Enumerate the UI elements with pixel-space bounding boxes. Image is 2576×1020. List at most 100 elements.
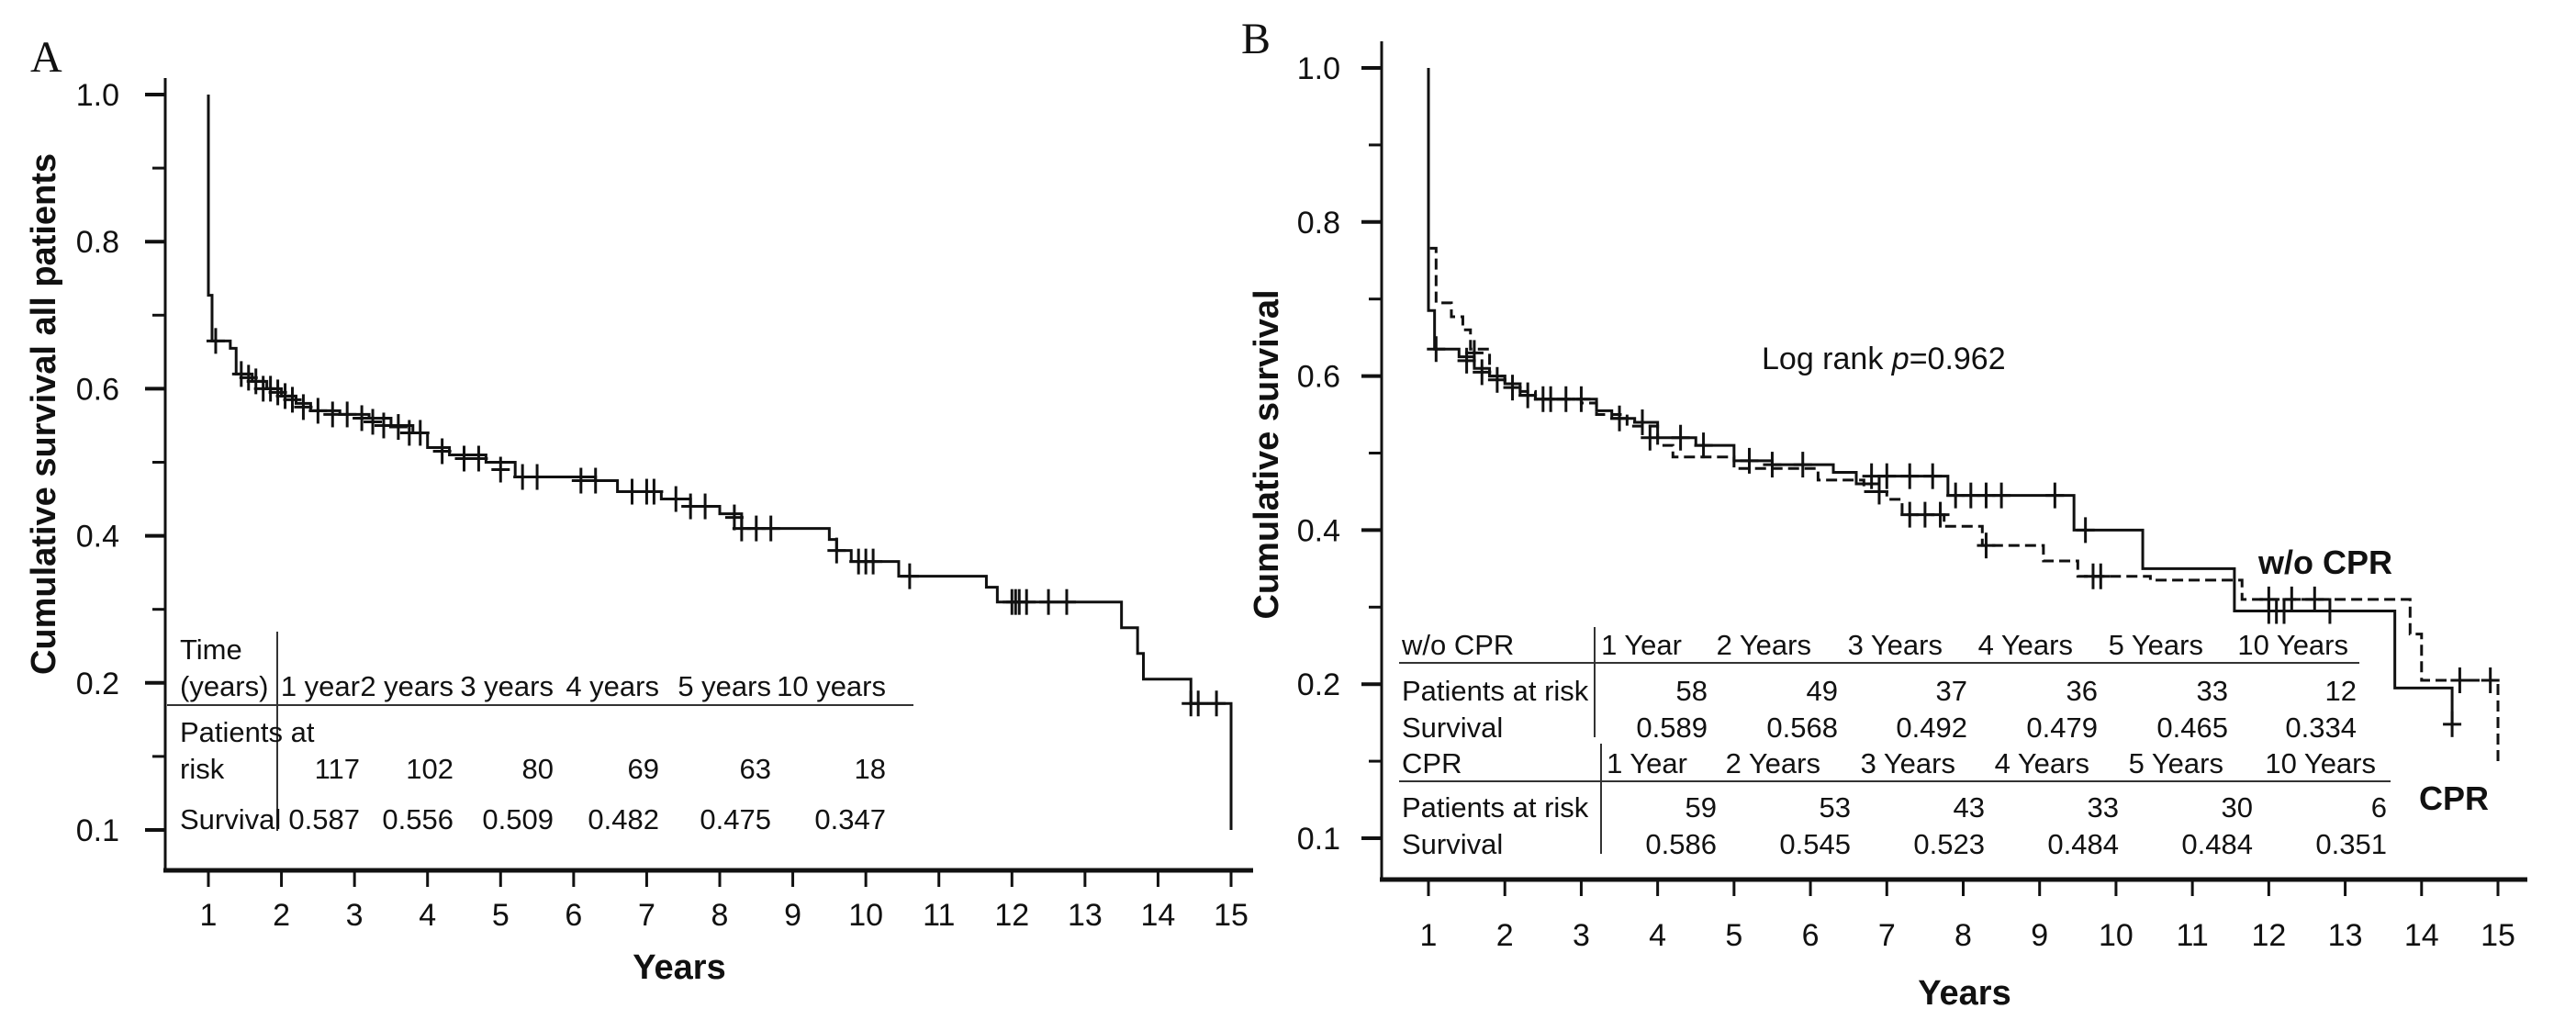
- table-b2-cell: 0.484: [2181, 828, 2253, 860]
- table-b1-group-label: w/o CPR: [1401, 629, 1514, 661]
- table-a-cell: 0.347: [814, 803, 886, 835]
- table-a-cell: 80: [522, 753, 554, 785]
- table-b2-group-label: CPR: [1402, 747, 1462, 779]
- x-tick-label: 2: [1496, 918, 1514, 953]
- x-tick-label: 10: [2099, 918, 2134, 953]
- x-tick-label: 14: [1141, 898, 1176, 933]
- x-tick-label: 13: [2328, 918, 2363, 953]
- table-a-row-label-line2: risk: [180, 753, 225, 785]
- table-b1-cell: 36: [2066, 675, 2098, 707]
- table-b2-col-header: 10 Years: [2265, 747, 2376, 779]
- table-b2-cell: 0.351: [2315, 828, 2387, 860]
- table-b1-cell: 0.568: [1766, 712, 1838, 744]
- x-tick-label: 3: [1573, 918, 1590, 953]
- x-tick-label: 13: [1068, 898, 1103, 933]
- table-b2-cell: 59: [1686, 791, 1717, 824]
- table-b2-cell: 0.586: [1645, 828, 1717, 860]
- table-a-cell: 0.509: [482, 803, 554, 835]
- table-b1-cell: 0.465: [2156, 712, 2228, 744]
- y-tick-label: 0.6: [1297, 360, 1340, 395]
- panel-b-axes: [1361, 41, 2527, 896]
- table-b1-cell: 0.589: [1636, 712, 1708, 744]
- table-b1-cell: 0.492: [1896, 712, 1967, 744]
- table-b2-row-label: Survival: [1402, 828, 1503, 860]
- x-tick-label: 10: [848, 898, 883, 933]
- y-tick-label: 0.1: [76, 813, 119, 848]
- x-tick-label: 11: [923, 898, 955, 933]
- curve-label-wo-cpr: w/o CPR: [2257, 544, 2392, 581]
- x-tick-label: 3: [346, 898, 364, 933]
- table-b1-cell: 49: [1807, 675, 1838, 707]
- table-a-col-header: 5 years: [678, 670, 771, 702]
- x-tick-label: 15: [1214, 898, 1249, 933]
- table-a-row-label-line1: Patients at: [180, 716, 315, 748]
- x-tick-label: 14: [2404, 918, 2439, 953]
- x-tick-label: 9: [784, 898, 801, 933]
- survival-curve-dashed: [1427, 68, 2500, 762]
- table-b2-cell: 0.484: [2047, 828, 2119, 860]
- panel-a-axes: [145, 78, 1253, 887]
- y-tick-label: 0.4: [1297, 513, 1340, 548]
- table-b2-cell: 0.545: [1779, 828, 1851, 860]
- x-tick-label: 7: [638, 898, 655, 933]
- panel-a-x-axis-title: Years: [633, 948, 725, 987]
- x-tick-label: 15: [2481, 918, 2515, 953]
- table-b1-cell: 0.334: [2285, 712, 2357, 744]
- x-tick-label: 5: [492, 898, 510, 933]
- x-tick-label: 1: [200, 898, 218, 933]
- table-b2-col-header: 1 Year: [1607, 747, 1687, 779]
- panel-a-y-axis-title: Cumulative survival all patients: [25, 153, 63, 675]
- table-a-header-label-line2: (years): [180, 670, 268, 702]
- y-tick-label: 1.0: [1297, 51, 1340, 86]
- x-tick-label: 6: [1802, 918, 1820, 953]
- y-tick-label: 0.2: [1297, 667, 1340, 702]
- table-a-col-header: 2 years: [360, 670, 454, 702]
- table-b1-cell: 33: [2197, 675, 2228, 707]
- table-b2-cell: 6: [2371, 791, 2387, 824]
- y-tick-label: 0.4: [76, 520, 119, 555]
- table-b2-cell: 33: [2088, 791, 2119, 824]
- log-rank-value: =0.962: [1910, 342, 2006, 376]
- panel-b-curves: [1427, 68, 2500, 762]
- table-b1-cell: 12: [2325, 675, 2357, 707]
- table-a-col-header: 3 years: [460, 670, 554, 702]
- table-b1-col-header: 5 Years: [2109, 629, 2203, 661]
- y-tick-label: 0.2: [76, 667, 119, 701]
- x-tick-label: 5: [1725, 918, 1742, 953]
- table-a-cell: 0.556: [382, 803, 454, 835]
- table-b1-col-header: 10 Years: [2237, 629, 2348, 661]
- x-tick-label: 6: [565, 898, 582, 933]
- y-tick-label: 0.1: [1297, 822, 1340, 857]
- table-a-cell: 102: [406, 753, 454, 785]
- y-tick-label: 0.6: [76, 372, 119, 407]
- x-tick-label: 8: [1954, 918, 1972, 953]
- x-tick-label: 11: [2176, 918, 2208, 953]
- panel-b-y-axis-title: Cumulative survival: [1248, 289, 1286, 619]
- log-rank-annotation: Log rank p=0.962: [1762, 342, 2006, 376]
- y-tick-label: 1.0: [76, 78, 119, 113]
- table-b2-cell: 43: [1954, 791, 1985, 824]
- table-b2-col-header: 5 Years: [2129, 747, 2223, 779]
- table-b2-cell: 0.523: [1913, 828, 1985, 860]
- table-b1-cell: 58: [1676, 675, 1708, 707]
- x-tick-label: 2: [273, 898, 290, 933]
- survival-curve-solid: [207, 95, 1233, 830]
- table-b2-cell: 30: [2222, 791, 2253, 824]
- table-a-cell: 0.482: [588, 803, 659, 835]
- y-tick-label: 0.8: [1297, 206, 1340, 241]
- table-b1-col-header: 1 Year: [1601, 629, 1682, 661]
- panel-b-risk-table-cpr: CPR 1 Year 2 Years 3 Years 4 Years 5 Yea…: [1399, 744, 2391, 860]
- x-tick-label: 1: [1420, 918, 1438, 953]
- table-b1-col-header: 2 Years: [1717, 629, 1811, 661]
- table-a-cell: 69: [628, 753, 659, 785]
- panel-b-letter: B: [1241, 15, 1271, 63]
- table-a-col-header: 10 years: [777, 670, 886, 702]
- panel-a-x-tick-labels: 1 2 3 4 5 6 7 8 9 10 11 12 13 14 15: [200, 898, 1249, 933]
- x-tick-label: 4: [1649, 918, 1666, 953]
- table-b1-cell: 37: [1936, 675, 1967, 707]
- table-a-header-label-line1: Time: [180, 633, 242, 666]
- table-a-col-header: 1 year: [281, 670, 360, 702]
- table-a-cell: 63: [740, 753, 771, 785]
